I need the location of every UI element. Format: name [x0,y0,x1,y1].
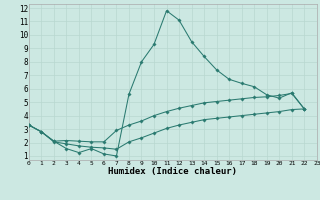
X-axis label: Humidex (Indice chaleur): Humidex (Indice chaleur) [108,167,237,176]
